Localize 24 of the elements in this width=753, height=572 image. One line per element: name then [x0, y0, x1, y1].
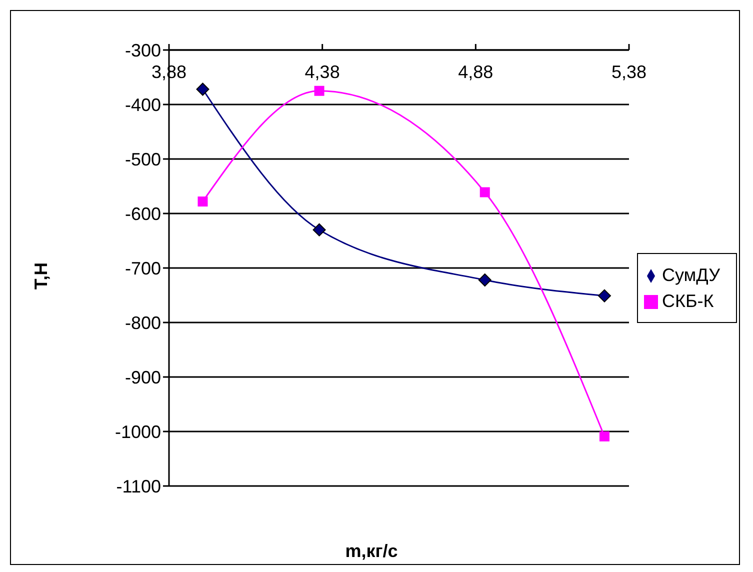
x-tick-label: 5,38 — [611, 62, 647, 82]
y-tick-label: -300 — [124, 40, 161, 60]
point — [198, 196, 208, 207]
point — [312, 223, 326, 236]
y-tick-label: -1100 — [116, 476, 161, 496]
legend-label: СКБ-К — [662, 290, 714, 310]
y-tick-label: -500 — [124, 149, 161, 170]
point — [598, 289, 611, 302]
y-tick-label: -900 — [124, 367, 161, 388]
y-tick-label: -800 — [124, 312, 161, 333]
point — [196, 82, 210, 96]
y-axis-title: Т,Н — [30, 261, 52, 292]
y-tick-label: -600 — [124, 204, 161, 224]
point — [480, 187, 490, 198]
x-tick-label: 4,88 — [458, 62, 494, 82]
legend-label: СумДУ — [662, 264, 720, 284]
y-tick-label: -1000 — [114, 422, 161, 442]
point — [478, 273, 492, 286]
point — [314, 86, 324, 96]
x-axis-title: m,кг/с — [344, 541, 399, 562]
y-tick-label: -400 — [124, 94, 161, 115]
y-tick-label: -700 — [124, 258, 161, 278]
x-tick-label: 4,38 — [304, 62, 340, 82]
point — [599, 431, 610, 442]
